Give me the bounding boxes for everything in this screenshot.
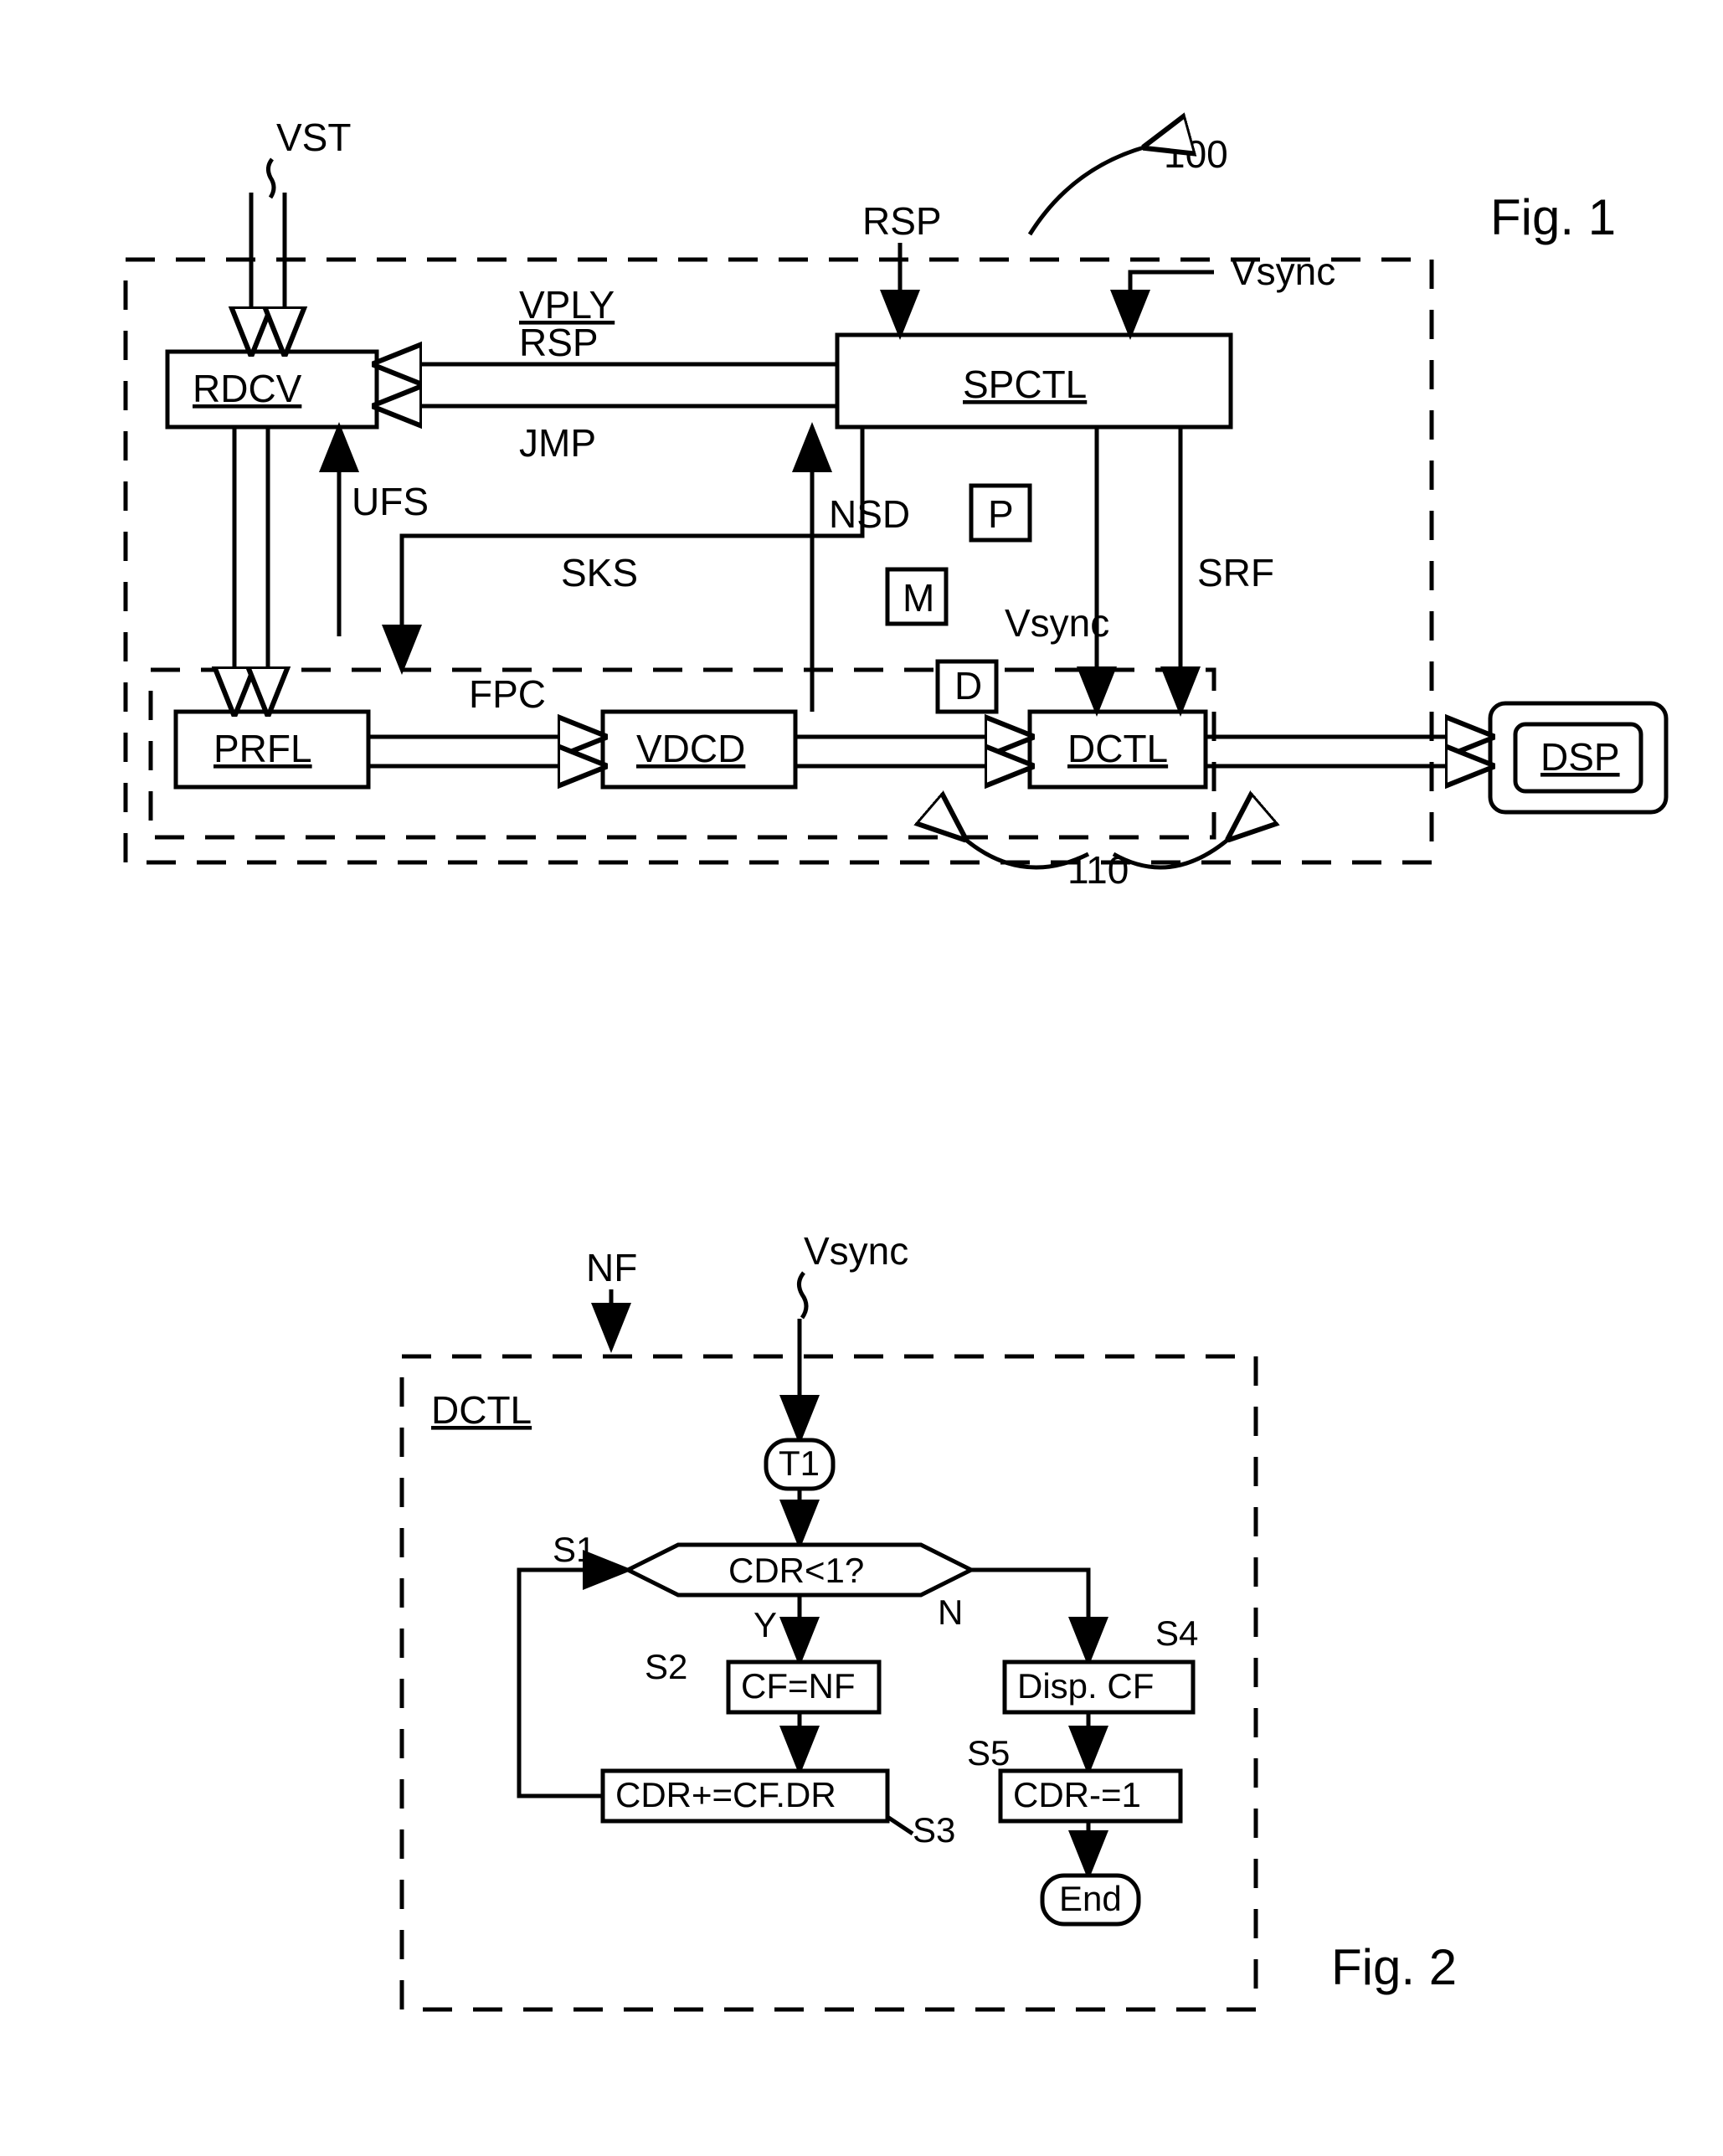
sks-label: SKS — [561, 551, 638, 594]
rsp-top-label: RSP — [862, 199, 942, 243]
ref-100: 100 — [1164, 132, 1228, 176]
sks-arrow — [402, 427, 862, 670]
s3-text: CDR+=CF.DR — [615, 1775, 836, 1814]
s4-label: S4 — [1155, 1613, 1198, 1653]
s4-text: Disp. CF — [1017, 1666, 1154, 1706]
s2-label: S2 — [645, 1647, 687, 1686]
s2-text: CF=NF — [741, 1666, 856, 1706]
s1-label: S1 — [553, 1530, 595, 1569]
vsync-top-arrow — [1130, 272, 1214, 335]
s3-loop — [519, 1570, 628, 1796]
vsync2-label: Vsync — [804, 1229, 908, 1273]
spctl-label: SPCTL — [963, 363, 1087, 406]
dctl-label: DCTL — [1067, 727, 1168, 770]
s5-label: S5 — [967, 1733, 1010, 1773]
s5-text: CDR-=1 — [1013, 1775, 1141, 1814]
end-label: End — [1059, 1879, 1122, 1918]
srf-label: SRF — [1197, 551, 1274, 594]
vdcd-label: VDCD — [636, 727, 745, 770]
vsync2-squiggle — [799, 1273, 806, 1318]
d-label: D — [954, 664, 982, 708]
vsync-label: Vsync — [1005, 601, 1109, 645]
vst-squiggle — [268, 159, 274, 198]
dsp-label: DSP — [1540, 735, 1620, 779]
s1-y: Y — [753, 1605, 777, 1644]
fig2-caption: Fig. 2 — [1331, 1939, 1457, 1995]
m-label: M — [903, 576, 934, 620]
t1-label: T1 — [779, 1443, 820, 1483]
leader-100 — [1030, 147, 1147, 234]
vsync-top-label: Vsync — [1231, 250, 1335, 293]
p-label: P — [988, 492, 1014, 536]
s3-leader — [887, 1817, 913, 1834]
dctl2-label: DCTL — [431, 1388, 532, 1432]
nf-label: NF — [586, 1246, 637, 1289]
rsp-label: RSP — [519, 321, 599, 364]
jmp-label: JMP — [519, 421, 596, 465]
vst-label: VST — [276, 116, 351, 159]
nsd-label: NSD — [829, 492, 910, 536]
s1-n: N — [938, 1593, 963, 1632]
s1-s4-arrow — [971, 1570, 1088, 1662]
prfl-label: PRFL — [213, 727, 312, 770]
rdcv-label: RDCV — [193, 367, 302, 410]
ref-110: 110 — [1067, 848, 1129, 892]
ufs-label: UFS — [352, 480, 429, 523]
fig1-caption: Fig. 1 — [1490, 189, 1616, 245]
s1-text: CDR<1? — [728, 1551, 864, 1590]
fpc-label: FPC — [469, 672, 546, 716]
s3-label: S3 — [913, 1810, 955, 1850]
